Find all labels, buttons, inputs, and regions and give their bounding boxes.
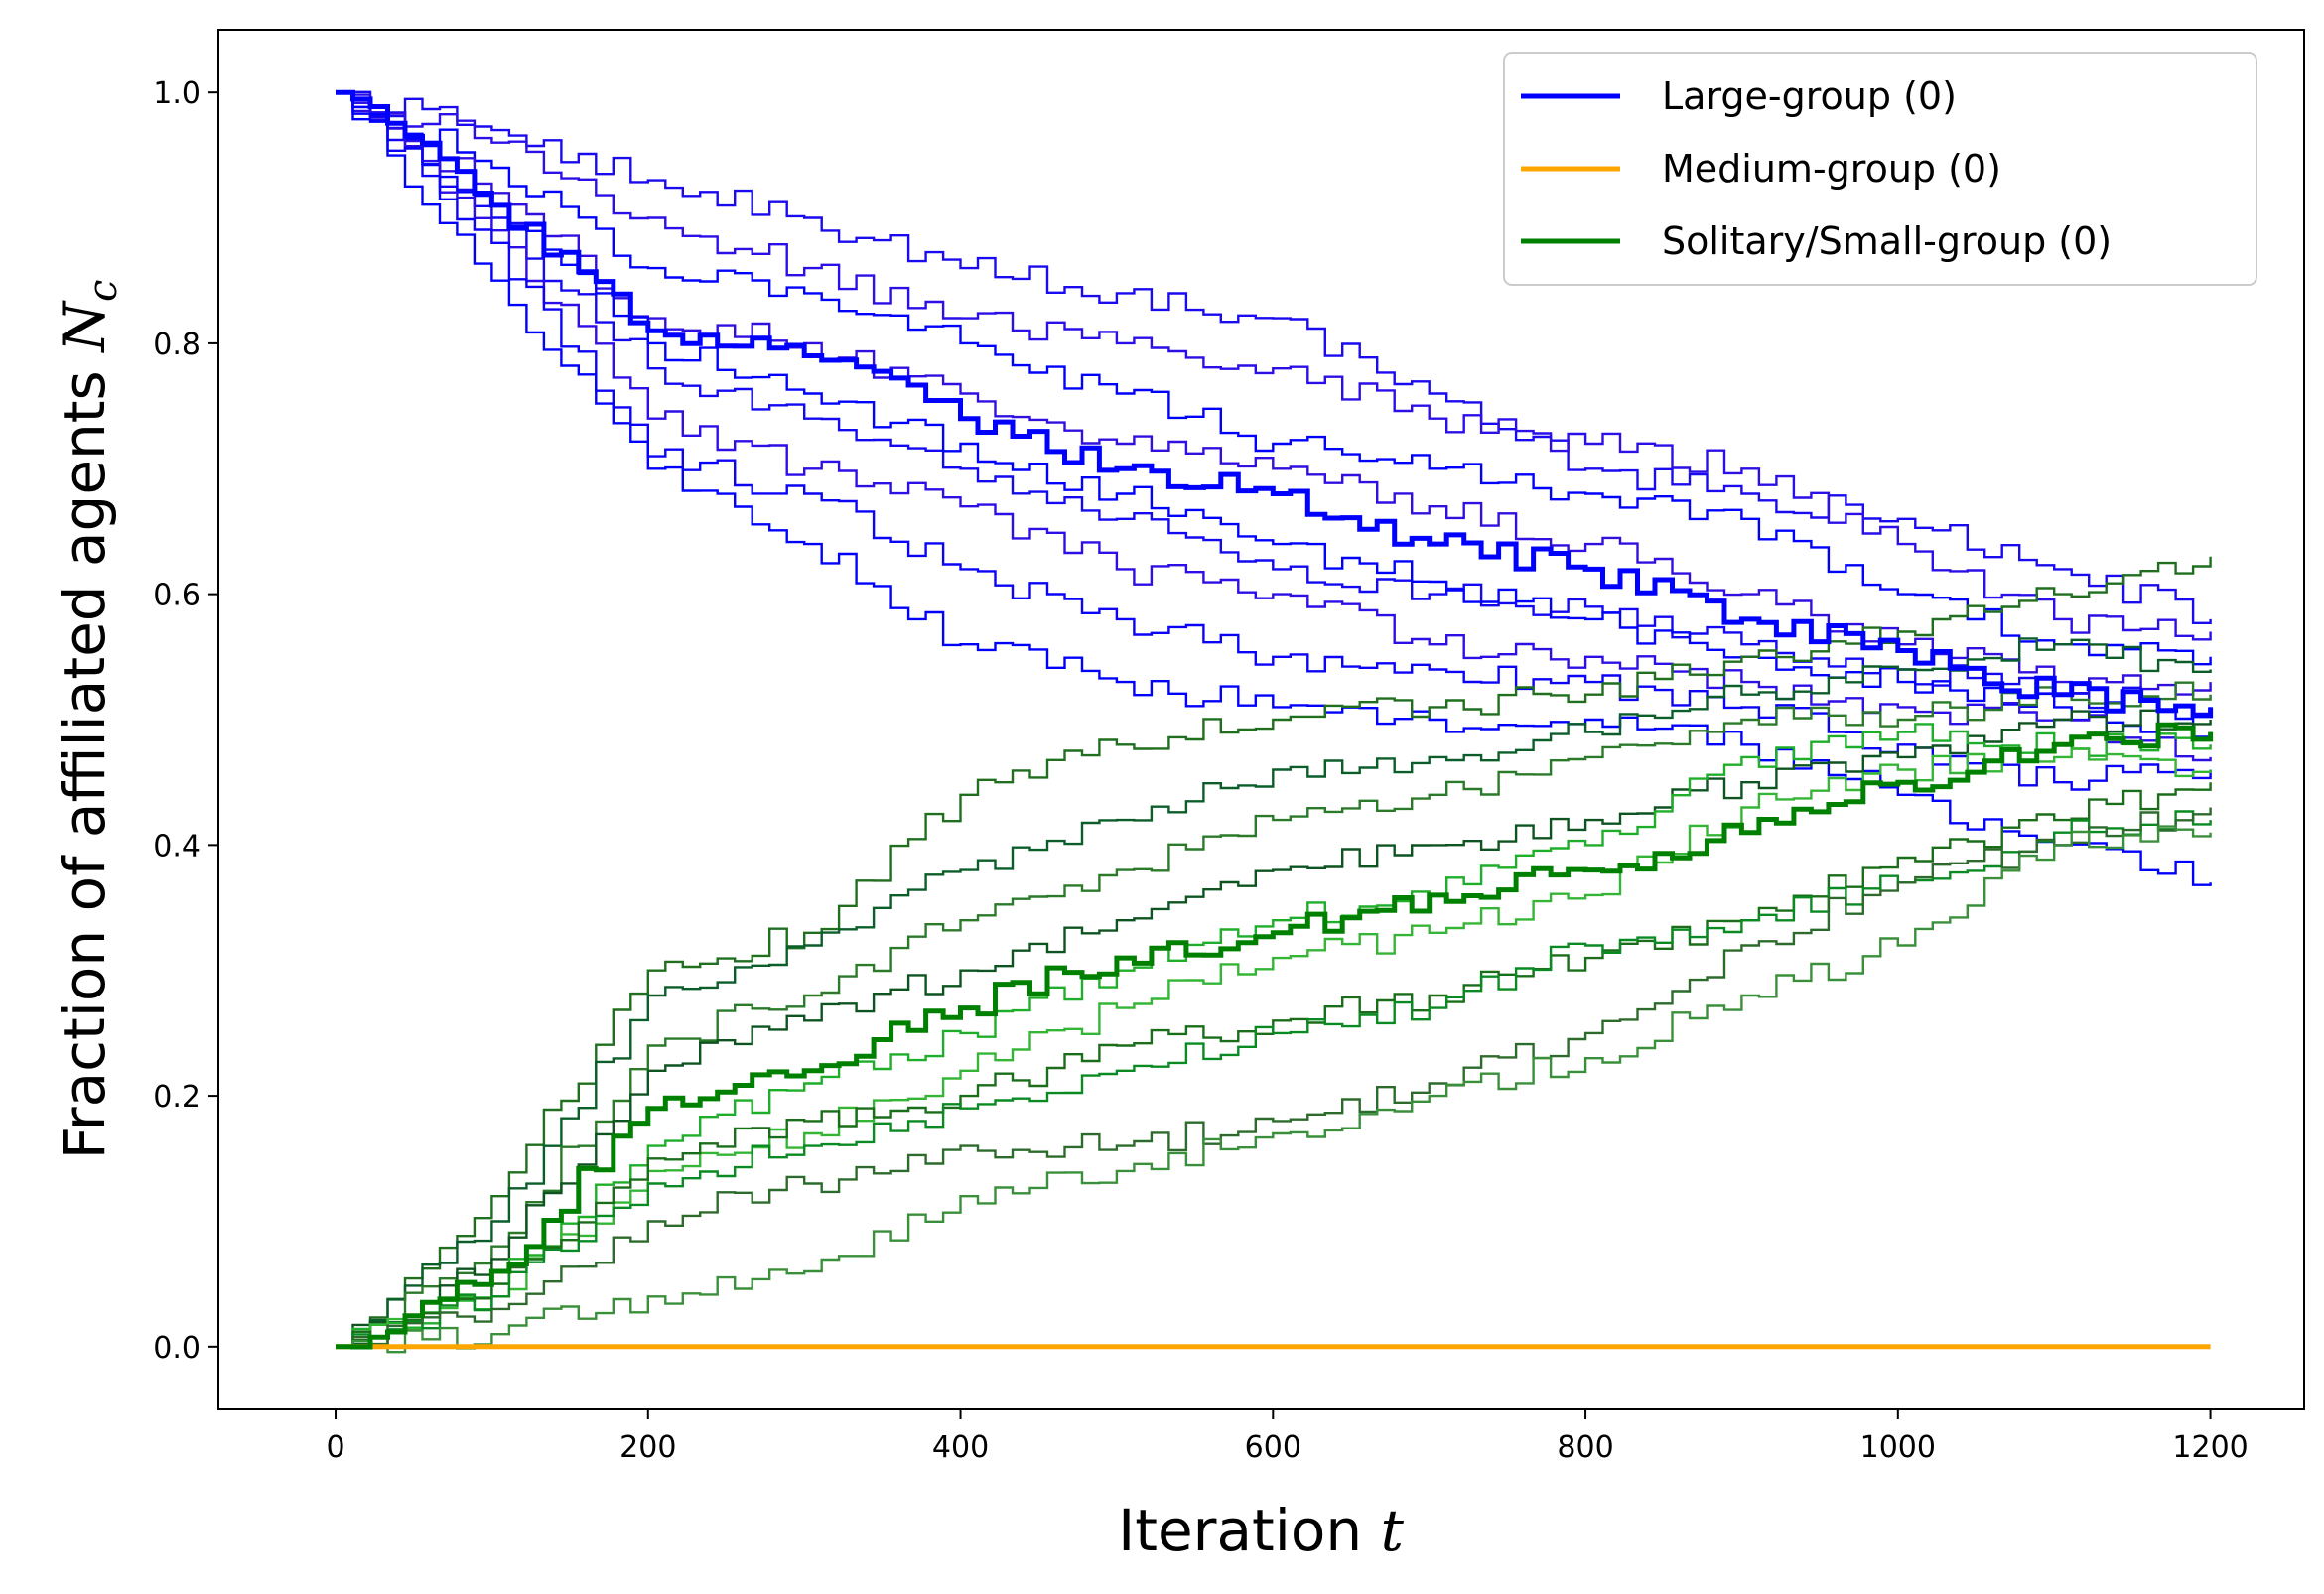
series-line-solitary-run-15 [336,709,2212,1348]
x-axis-ticks: 0 200 400 600 800 1000 1200 [326,1409,2249,1465]
y-tick-label: 0.4 [153,829,201,863]
x-tick-label: 0 [326,1430,344,1465]
x-tick-label: 600 [1245,1430,1301,1465]
series-line-solitary-run-12 [336,556,2212,1348]
x-tick-label: 400 [932,1430,989,1465]
y-tick-label: 0.8 [153,328,201,362]
x-tick-label: 1000 [1860,1430,1936,1465]
y-tick-label: 0.6 [153,579,201,613]
series-line-solitary-run-21 [336,825,2212,1354]
legend: Large-group (0) Medium-group (0) Solitar… [1503,52,2257,286]
legend-box [1503,52,2257,286]
series-line-solitary-run-14 [336,681,2212,1350]
series-line-large-run-3 [336,91,2212,666]
series-line-large-run-7 [336,91,2212,762]
x-axis-label: Iteration t [1118,1497,1404,1564]
y-tick-label: 0.0 [153,1331,201,1366]
y-axis-ticks: 0.0 0.2 0.4 0.6 0.8 1.0 [153,76,218,1366]
series-line-solitary-run-13 [336,637,2212,1348]
legend-label-large-group: Large-group (0) [1662,74,1957,118]
series-line-solitary-run-18 [336,782,2212,1348]
series-line-large-mean-0 [336,89,2214,719]
y-tick-label: 1.0 [153,76,201,111]
legend-label-medium-group: Medium-group (0) [1662,147,2001,191]
y-tick-label: 0.2 [153,1080,201,1115]
y-axis-label: Fraction of affiliated agents Nc [51,280,126,1160]
series-line-solitary-run-16 [336,723,2212,1348]
legend-label-solitary-small-group: Solitary/Small-group (0) [1662,219,2112,263]
series-line-large-run-1 [336,90,2212,624]
series-line-solitary-mean-11 [336,722,2214,1350]
series-layer [336,89,2214,1354]
x-tick-label: 1200 [2172,1430,2248,1465]
series-line-large-run-6 [336,91,2212,738]
x-tick-label: 200 [619,1430,676,1465]
series-line-solitary-run-20 [336,807,2212,1348]
plot-frame [217,29,2305,1410]
x-tick-label: 800 [1557,1430,1613,1465]
series-line-large-run-2 [336,91,2212,641]
y-axis-label-group: Fraction of affiliated agents Nc [51,280,126,1160]
series-line-large-run-9 [336,91,2212,886]
